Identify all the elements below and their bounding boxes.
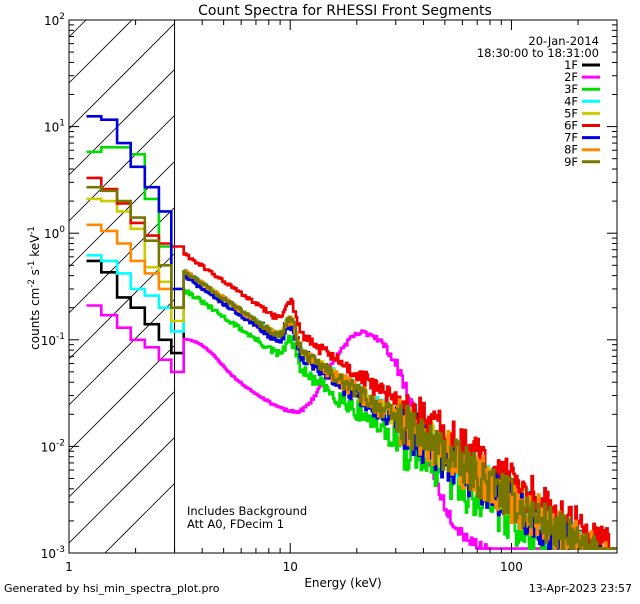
y-tick-label: 100 [44,225,65,241]
hatch-line [69,23,175,130]
series-line-6F [86,176,617,550]
legend-label-5F: 5F [564,106,578,120]
series-line-8F [86,223,617,550]
hatch-line [69,437,175,544]
legend-label-8F: 8F [564,143,578,157]
y-tick-label: 101 [44,119,65,135]
hatch-line [104,483,175,553]
generated-by-label: Generated by hsi_min_spectra_plot.pro [4,582,220,595]
x-tick-label: 100 [500,560,523,574]
legend-label-9F: 9F [564,155,578,169]
excluded-energy-hatch [69,20,176,553]
x-tick-label: 10 [283,560,298,574]
hatch-line [69,345,175,452]
legend-label-4F: 4F [564,94,578,108]
series-line-9F [86,185,617,550]
legend-label-1F: 1F [564,58,578,72]
series-line-7F [86,115,617,550]
y-tick-label: 10-3 [41,545,65,561]
hatch-line [69,299,175,406]
hatch-line [69,69,175,176]
hatch-line [69,207,175,314]
hatch-line [69,161,175,268]
hatch-line [69,253,175,360]
generated-timestamp: 13-Apr-2023 23:57 [528,582,632,595]
hatch-line [69,20,87,38]
legend-label-6F: 6F [564,119,578,133]
observation-date: 20-Jan-2014 [528,34,599,48]
annotation-background: Includes Background [187,504,307,518]
x-axis-label: Energy (keV) [304,576,381,590]
hatch-line [69,391,175,498]
y-tick-label: 10-1 [41,332,65,348]
hatch-line [69,20,133,84]
x-tick-label: 1 [65,560,73,574]
y-tick-label: 102 [44,12,65,28]
y-axis-label: counts cm-2 s-1 keV-1 [27,226,42,350]
legend-label-2F: 2F [564,70,578,84]
series-group [86,115,617,550]
legend-label-3F: 3F [564,82,578,96]
chart-title: Count Spectra for RHESSI Front Segments [198,3,492,19]
hatch-line [69,115,175,222]
observation-time-range: 18:30:00 to 18:31:00 [477,46,599,60]
x-axis-ticks: 1 10 100 [65,20,618,574]
y-tick-label: 10-2 [41,438,65,454]
annotation-attenuator: Att A0, FDecim 1 [187,517,284,531]
plot-frame [68,19,618,554]
y-axis-ticks: 10-3 10-2 10-1 100 101 102 [41,12,617,561]
legend-label-7F: 7F [564,131,578,145]
series-line-3F [86,146,617,550]
series-line-2F [86,304,617,550]
